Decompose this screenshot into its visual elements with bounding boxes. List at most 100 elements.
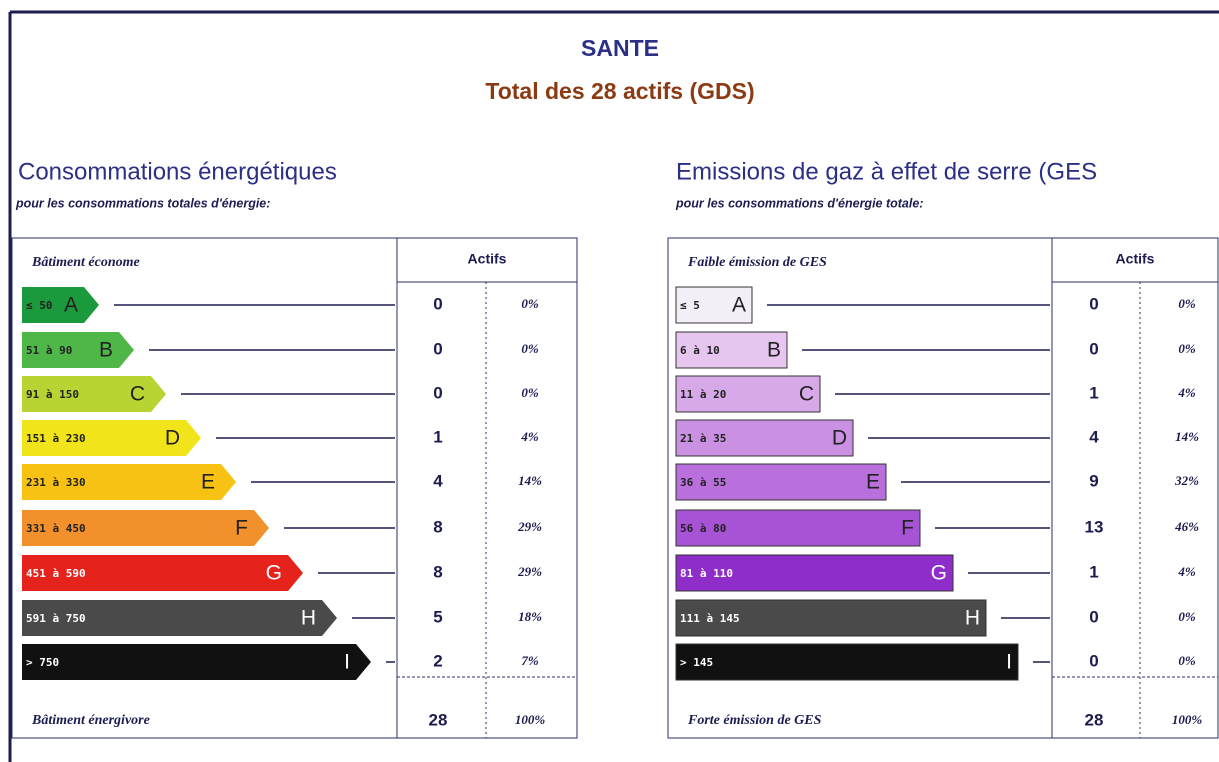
rating-letter: E bbox=[201, 471, 215, 494]
count: 1 bbox=[433, 427, 442, 446]
count: 9 bbox=[1089, 471, 1098, 490]
panel-subheading: pour les consommations d'énergie totale: bbox=[675, 196, 923, 210]
rating-bar bbox=[675, 331, 788, 369]
panel-subheading: pour les consommations totales d'énergie… bbox=[15, 196, 270, 210]
percent: 14% bbox=[1175, 429, 1199, 444]
rating-range: 56 à 80 bbox=[680, 522, 726, 535]
count: 8 bbox=[433, 562, 442, 581]
bottom-label: Bâtiment énergivore bbox=[31, 713, 150, 728]
rating-range: 11 à 20 bbox=[680, 388, 726, 401]
rating-letter: I bbox=[344, 651, 350, 674]
rating-letter: H bbox=[965, 607, 980, 630]
rating-letter: C bbox=[130, 383, 145, 406]
panel-heading: Emissions de gaz à effet de serre (GES bbox=[676, 158, 1097, 185]
rating-range: 591 à 750 bbox=[26, 612, 86, 625]
rating-bar bbox=[675, 509, 921, 547]
rating-range: > 750 bbox=[26, 656, 59, 669]
rating-range: 91 à 150 bbox=[26, 388, 79, 401]
rating-letter: A bbox=[732, 294, 746, 317]
rating-bar bbox=[675, 643, 1019, 681]
rating-range: 36 à 55 bbox=[680, 476, 726, 489]
rating-arrow bbox=[22, 555, 303, 591]
percent: 0% bbox=[1178, 341, 1196, 356]
rating-range: ≤ 5 bbox=[680, 299, 700, 312]
percent: 46% bbox=[1174, 519, 1199, 534]
count: 0 bbox=[1089, 294, 1098, 313]
rating-letter: F bbox=[235, 517, 248, 540]
rating-letter: B bbox=[767, 339, 781, 362]
panel-heading: Consommations énergétiques bbox=[18, 158, 337, 185]
percent: 7% bbox=[521, 653, 539, 668]
percent: 29% bbox=[517, 564, 542, 579]
rating-arrow bbox=[22, 600, 337, 636]
rating-range: 331 à 450 bbox=[26, 522, 86, 535]
count: 8 bbox=[433, 517, 442, 536]
total-count: 28 bbox=[429, 710, 448, 729]
count: 0 bbox=[433, 339, 442, 358]
total-count: 28 bbox=[1085, 710, 1104, 729]
subtitle: Total des 28 actifs (GDS) bbox=[485, 78, 754, 104]
percent: 4% bbox=[1177, 564, 1196, 579]
rating-arrow bbox=[22, 287, 99, 323]
rating-bar bbox=[675, 419, 854, 457]
rating-letter: A bbox=[64, 294, 78, 317]
count: 4 bbox=[433, 471, 443, 490]
percent: 0% bbox=[1178, 296, 1196, 311]
percent: 0% bbox=[1178, 609, 1196, 624]
rating-letter: G bbox=[931, 562, 947, 585]
rating-letter: I bbox=[1006, 651, 1012, 674]
percent: 4% bbox=[1177, 385, 1196, 400]
percent: 0% bbox=[521, 385, 539, 400]
top-label: Bâtiment économe bbox=[31, 255, 140, 270]
rating-arrow bbox=[22, 464, 236, 500]
column-header: Actifs bbox=[1116, 251, 1155, 267]
rating-range: > 145 bbox=[680, 656, 713, 669]
count: 0 bbox=[433, 294, 442, 313]
count: 1 bbox=[1089, 383, 1098, 402]
percent: 0% bbox=[521, 341, 539, 356]
count: 0 bbox=[1089, 651, 1098, 670]
rating-range: ≤ 50 bbox=[26, 299, 53, 312]
panel-box bbox=[667, 237, 1219, 739]
rating-bar bbox=[675, 375, 821, 413]
percent: 32% bbox=[1174, 473, 1199, 488]
rating-letter: B bbox=[99, 339, 113, 362]
percent: 4% bbox=[520, 429, 539, 444]
rating-range: 111 à 145 bbox=[680, 612, 740, 625]
rating-range: 21 à 35 bbox=[680, 432, 726, 445]
count: 4 bbox=[1089, 427, 1099, 446]
count: 0 bbox=[1089, 339, 1098, 358]
bottom-label: Forte émission de GES bbox=[687, 713, 822, 728]
rating-letter: E bbox=[866, 471, 880, 494]
total-percent: 100% bbox=[1172, 712, 1203, 727]
count: 5 bbox=[433, 607, 442, 626]
rating-letter: G bbox=[266, 562, 282, 585]
panel-box bbox=[11, 237, 578, 739]
percent: 0% bbox=[521, 296, 539, 311]
rating-letter: D bbox=[165, 427, 180, 450]
rating-bar bbox=[675, 463, 887, 501]
rating-arrow bbox=[22, 332, 134, 368]
rating-bar bbox=[675, 599, 987, 637]
rating-bar bbox=[675, 554, 954, 592]
rating-letter: C bbox=[799, 383, 814, 406]
rating-range: 231 à 330 bbox=[26, 476, 86, 489]
rating-letter: F bbox=[901, 517, 914, 540]
total-percent: 100% bbox=[515, 712, 546, 727]
rating-range: 81 à 110 bbox=[680, 567, 733, 580]
rating-arrow bbox=[22, 644, 371, 680]
percent: 0% bbox=[1178, 653, 1196, 668]
count: 0 bbox=[1089, 607, 1098, 626]
count: 0 bbox=[433, 383, 442, 402]
percent: 18% bbox=[518, 609, 542, 624]
title: SANTE bbox=[581, 35, 659, 61]
percent: 14% bbox=[518, 473, 542, 488]
rating-arrow bbox=[22, 510, 269, 546]
percent: 29% bbox=[517, 519, 542, 534]
count: 1 bbox=[1089, 562, 1098, 581]
rating-range: 6 à 10 bbox=[680, 344, 720, 357]
rating-bar bbox=[675, 286, 753, 324]
rating-arrow bbox=[22, 420, 201, 456]
rating-letter: D bbox=[832, 427, 847, 450]
